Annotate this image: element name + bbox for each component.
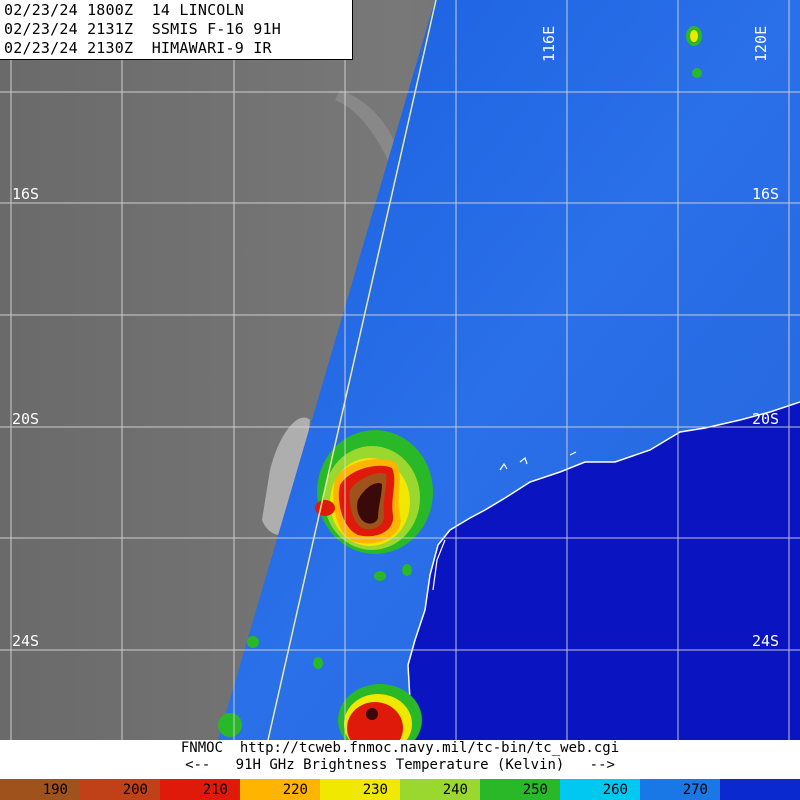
header-line-sensor: 02/23/24 2131Z SSMIS F-16 91H bbox=[4, 20, 281, 38]
colorbar-segment bbox=[0, 779, 81, 800]
lat-label-16s-right: 16S bbox=[752, 185, 779, 203]
colorbar-segment bbox=[640, 779, 721, 800]
colorbar-tick-label: 190 bbox=[43, 782, 68, 798]
colorbar-tick-label: 250 bbox=[523, 782, 548, 798]
convection-main bbox=[315, 430, 433, 554]
lat-label-24s-right: 24S bbox=[752, 632, 779, 650]
coastline bbox=[407, 401, 800, 740]
ir-cloud-streak bbox=[335, 90, 400, 170]
lon-label-116e: 116E bbox=[540, 26, 558, 62]
coastline-islands bbox=[432, 451, 577, 591]
colorbar-segment bbox=[320, 779, 401, 800]
colorbar-segment bbox=[560, 779, 641, 800]
convection-small-cells bbox=[218, 26, 702, 737]
footer-legend-title: <-- 91H GHz Brightness Temperature (Kelv… bbox=[185, 757, 615, 773]
header-line-ir: 02/23/24 2130Z HIMAWARI-9 IR bbox=[4, 39, 272, 57]
lat-lon-grid bbox=[0, 0, 800, 740]
lon-label-120e: 120E bbox=[752, 26, 770, 62]
swath-edge-line bbox=[267, 0, 437, 740]
colorbar-segment bbox=[480, 779, 561, 800]
convection-south bbox=[338, 684, 422, 740]
colorbar-tick-label: 240 bbox=[443, 782, 468, 798]
lat-label-16s-left: 16S bbox=[12, 185, 39, 203]
colorbar-tick-label: 200 bbox=[123, 782, 148, 798]
lat-label-20s-right: 20S bbox=[752, 410, 779, 428]
footer-caption: FNMOC http://tcweb.fnmoc.navy.mil/tc-bin… bbox=[0, 740, 800, 778]
lat-label-20s-left: 20S bbox=[12, 410, 39, 428]
header-info-box: 02/23/24 1800Z 14 LINCOLN 02/23/24 2131Z… bbox=[0, 0, 353, 60]
colorbar-tick-label: 270 bbox=[683, 782, 708, 798]
colorbar-tick-label: 210 bbox=[203, 782, 228, 798]
color-scale-bar: 190 200 210 220 230 240 250 260 270 bbox=[0, 779, 800, 800]
lat-label-24s-left: 24S bbox=[12, 632, 39, 650]
ocean-region bbox=[408, 402, 800, 740]
colorbar-segment bbox=[400, 779, 481, 800]
colorbar-segment bbox=[240, 779, 321, 800]
colorbar-segment bbox=[720, 779, 800, 800]
colorbar-tick-label: 260 bbox=[603, 782, 628, 798]
colorbar-segment bbox=[80, 779, 161, 800]
satellite-imagery: 16S 16S 20S 20S 24S 24S 116E 120E bbox=[0, 0, 800, 740]
colorbar-tick-label: 230 bbox=[363, 782, 388, 798]
colorbar-segment bbox=[160, 779, 241, 800]
header-line-storm: 02/23/24 1800Z 14 LINCOLN bbox=[4, 1, 244, 19]
footer-credit: FNMOC http://tcweb.fnmoc.navy.mil/tc-bin… bbox=[180, 740, 620, 756]
colorbar-tick-label: 220 bbox=[283, 782, 308, 798]
